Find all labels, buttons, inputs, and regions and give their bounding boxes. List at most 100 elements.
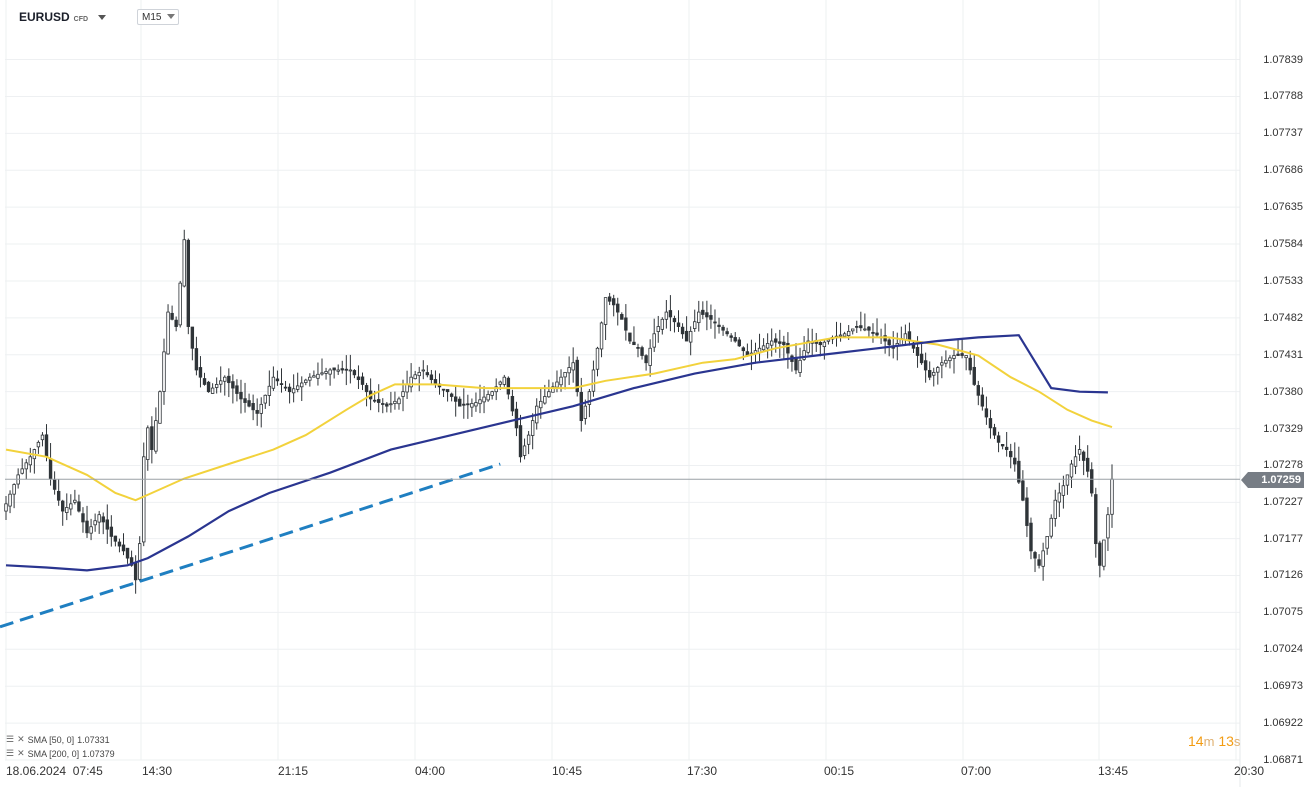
- candle-body: [786, 342, 790, 354]
- list-icon[interactable]: ☰: [6, 748, 15, 758]
- candle-body: [583, 405, 588, 419]
- candle-body: [393, 400, 397, 404]
- candle-body: [409, 376, 413, 388]
- chevron-down-icon[interactable]: [98, 15, 107, 20]
- time-axis-label: 13:45: [1097, 764, 1129, 778]
- candle-body: [713, 321, 717, 324]
- legend-sma50-value: 1.07331: [77, 734, 110, 745]
- candle-body: [214, 384, 219, 388]
- candle-body: [372, 399, 377, 402]
- candle-body: [287, 386, 292, 393]
- candle-body: [701, 309, 705, 315]
- candle-body: [887, 339, 891, 346]
- candle-body: [352, 370, 357, 376]
- candle-body: [684, 330, 689, 342]
- symbol-selector[interactable]: EURUSD CFD: [19, 10, 107, 24]
- chevron-down-icon[interactable]: [167, 13, 176, 19]
- candle-body: [328, 369, 332, 375]
- legend-sma200-label: SMA [200, 0]: [27, 748, 80, 759]
- price-axis-label: 1.07126: [1263, 569, 1303, 582]
- candle-body: [259, 403, 263, 414]
- candle-body: [271, 376, 276, 389]
- candle-body: [502, 376, 507, 385]
- candle-body: [782, 341, 786, 346]
- candle-body: [575, 359, 579, 393]
- candle-body: [482, 396, 486, 403]
- candle-body: [733, 337, 737, 342]
- legend-sma50-label: SMA [50, 0]: [27, 734, 75, 745]
- sma50-line[interactable]: [5, 336, 1113, 502]
- price-axis-label: 1.07329: [1263, 422, 1303, 435]
- candle-body: [737, 339, 741, 347]
- candle-body: [1041, 550, 1045, 567]
- legend-sma200[interactable]: ☰ ✕ SMA [200, 0] 1.07379: [6, 748, 115, 759]
- candle-body: [486, 393, 490, 401]
- candle-body: [178, 282, 182, 326]
- candle-body: [802, 350, 806, 360]
- sma200-line[interactable]: [5, 334, 1108, 572]
- close-icon[interactable]: ✕: [17, 734, 25, 744]
- candle-body: [219, 380, 223, 385]
- candle-body: [1000, 444, 1005, 447]
- candle-body: [89, 526, 93, 534]
- list-icon[interactable]: ☰: [6, 734, 15, 744]
- candle-body: [397, 398, 401, 405]
- price-axis-label: 1.07788: [1263, 90, 1303, 103]
- candle-body: [915, 347, 920, 356]
- time-axis-label: 21:15: [277, 764, 309, 778]
- candle-body: [587, 391, 592, 405]
- candle-body: [1069, 463, 1074, 478]
- candle-body: [133, 562, 138, 581]
- candle-body: [522, 445, 527, 456]
- candle-body: [385, 403, 389, 407]
- candle-body: [73, 499, 77, 503]
- candle-body: [798, 359, 802, 373]
- price-axis-label: 1.07024: [1263, 643, 1303, 656]
- candle-body: [421, 369, 425, 372]
- candle-body: [425, 372, 430, 376]
- candle-body: [632, 341, 636, 346]
- candle-body: [932, 371, 936, 376]
- candle-body: [1004, 446, 1009, 450]
- legend-sma50[interactable]: ☰ ✕ SMA [50, 0] 1.07331: [6, 734, 110, 745]
- candle-body: [960, 353, 964, 356]
- candle-body: [12, 484, 16, 495]
- candle-body: [223, 376, 227, 382]
- candle-body: [1081, 451, 1086, 461]
- candle-body: [251, 403, 255, 411]
- candle-body: [1033, 552, 1037, 559]
- candle-body: [381, 403, 385, 405]
- candle-body: [595, 347, 600, 370]
- candle-body: [506, 377, 511, 395]
- candle-body: [607, 296, 612, 302]
- symbol-type: CFD: [73, 16, 89, 23]
- candle-body: [1049, 517, 1053, 537]
- candle-body: [44, 434, 49, 458]
- candle-body: [300, 382, 304, 388]
- price-axis-label: 1.07635: [1263, 201, 1303, 214]
- candle-body: [851, 328, 855, 332]
- candle-body: [389, 403, 393, 406]
- candle-body: [1021, 480, 1025, 501]
- candle-body: [693, 321, 697, 329]
- candle-body: [263, 394, 267, 404]
- close-icon[interactable]: ✕: [17, 748, 25, 758]
- time-axis-label: 07:00: [960, 764, 992, 778]
- timeframe-selector[interactable]: M15: [137, 9, 179, 25]
- candle-body: [239, 391, 243, 400]
- candle-body: [194, 348, 199, 371]
- candle-body: [765, 343, 770, 349]
- candle-body: [61, 500, 65, 512]
- trendline[interactable]: [0, 462, 501, 629]
- candle-body: [494, 386, 498, 393]
- candle-body: [664, 311, 669, 320]
- candle-body: [449, 393, 454, 397]
- candle-body: [648, 347, 652, 366]
- candle-body: [316, 373, 320, 379]
- candle-body: [231, 381, 235, 389]
- candle-body: [603, 297, 608, 325]
- candle-body: [413, 374, 417, 380]
- candle-body: [81, 513, 85, 523]
- candle-body: [121, 544, 126, 552]
